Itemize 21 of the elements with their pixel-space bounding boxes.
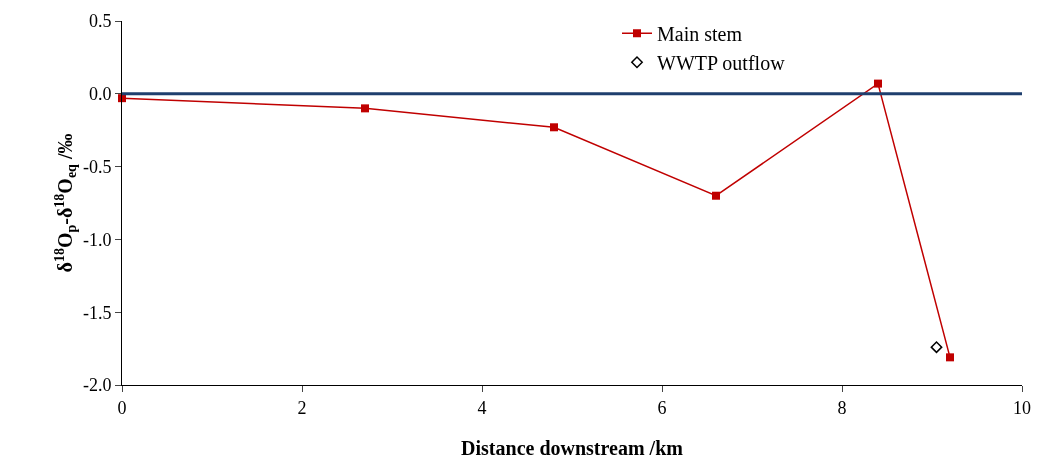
y-tick-label: -0.5: [82, 156, 112, 177]
x-tick-label: 2: [297, 397, 307, 418]
y-tick-label: -1.5: [82, 302, 112, 323]
y-tick-label: -2.0: [82, 375, 112, 396]
point: [361, 104, 369, 113]
x-tick-label: 4: [477, 397, 487, 418]
point: [874, 79, 882, 88]
x-tick-label: 6: [657, 397, 667, 418]
point: [946, 353, 954, 362]
x-tick-label: 0: [117, 397, 127, 418]
legend-label: Main stem: [657, 23, 743, 46]
x-axis-title: Distance downstream /km: [461, 437, 684, 459]
y-tick-label: 0.5: [88, 11, 112, 32]
point: [550, 123, 558, 132]
y-tick-label: -1.0: [82, 229, 112, 250]
point: [712, 191, 720, 200]
x-tick-label: 8: [837, 397, 847, 418]
y-tick-label: 0.0: [88, 84, 112, 105]
x-tick-label: 10: [1013, 397, 1031, 418]
point: [930, 341, 943, 354]
legend-label: WWTP outflow: [657, 52, 786, 75]
